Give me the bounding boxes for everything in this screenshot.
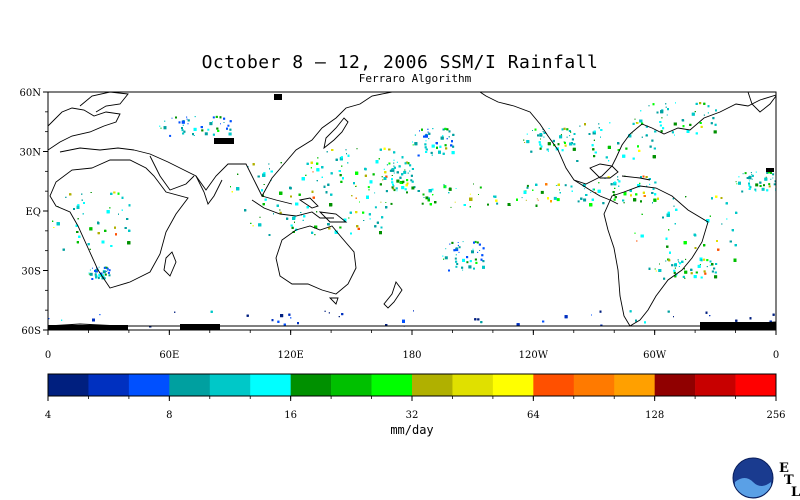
colorbar-swatch xyxy=(169,374,211,396)
coastline-africa xyxy=(49,159,189,289)
coastline-mediterranean xyxy=(59,147,135,153)
lat-tick-label: 30S xyxy=(21,267,41,278)
colorbar-tick-label: 4 xyxy=(45,410,51,421)
coastline-japan xyxy=(323,117,349,150)
colorbar-swatch xyxy=(735,374,777,396)
colorbar-tick-label: 16 xyxy=(284,410,297,421)
coastline-india xyxy=(195,175,223,205)
coastline-scandinavia xyxy=(79,92,129,113)
lat-tick-label: 60N xyxy=(20,88,42,99)
colorbar-swatch xyxy=(290,374,332,396)
map-frame-background xyxy=(48,92,776,330)
map-subtitle: Ferraro Algorithm xyxy=(358,72,472,85)
lon-tick-label: 180 xyxy=(402,350,421,361)
colorbar-swatch xyxy=(695,374,736,396)
colorbar-swatch xyxy=(48,374,89,396)
coastline-north-america xyxy=(479,92,776,185)
colorbar-swatch xyxy=(371,374,413,396)
coastline-europe xyxy=(48,107,121,151)
colorbar: 4 8 16 32 64 128 256 xyxy=(45,373,786,421)
colorbar-swatch xyxy=(250,374,291,396)
coastline-new-zealand xyxy=(383,281,403,309)
colorbar-swatch xyxy=(492,374,534,396)
lon-tick-label: 60W xyxy=(643,350,667,361)
colorbar-swatch xyxy=(88,374,130,396)
map-title: October 8 – 12, 2006 SSM/I Rainfall xyxy=(201,52,599,73)
coastline-antarctica xyxy=(48,321,776,327)
lat-tick-label: 60S xyxy=(21,326,41,337)
coastline-tasmania xyxy=(328,297,339,305)
coastline-south-america xyxy=(603,185,709,327)
noaa-logo: E T L xyxy=(732,457,800,500)
coastline-australia xyxy=(275,225,357,295)
colorbar-swatch xyxy=(452,374,494,396)
coastline-central-america xyxy=(573,179,619,205)
colorbar-swatch xyxy=(533,374,575,396)
colorbar-tick-label: 8 xyxy=(166,410,172,421)
colorbar-swatch xyxy=(128,374,170,396)
lon-tick-label: 120E xyxy=(277,350,303,361)
colorbar-swatch xyxy=(614,374,655,396)
lon-tick-label: 60E xyxy=(159,350,179,361)
colorbar-swatch xyxy=(412,374,453,396)
coastline-greenland xyxy=(747,92,776,113)
colorbar-tick-label: 64 xyxy=(527,410,540,421)
colorbar-tick-label: 32 xyxy=(406,410,419,421)
lat-tick-label: EQ xyxy=(26,207,42,218)
lon-tick-label: 0 xyxy=(45,350,51,361)
colorbar-tick-label: 128 xyxy=(645,410,664,421)
coastline-arabia xyxy=(149,155,195,191)
ice-patches xyxy=(48,94,776,330)
rainfall-layer xyxy=(48,102,776,328)
colorbar-swatch xyxy=(331,374,372,396)
coastline-madagascar xyxy=(163,251,177,277)
logo-letter-t: T xyxy=(784,473,794,488)
colorbar-units: mm/day xyxy=(390,423,434,437)
logo-letter-e: E xyxy=(779,461,789,476)
colorbar-tick-label: 256 xyxy=(766,410,785,421)
latitude-axis: 60N 30N EQ 30S 60S xyxy=(20,88,48,337)
longitude-axis: 0 60E 120E 180 120W 60W 0 xyxy=(45,330,779,361)
coastline-gulf-of-mexico xyxy=(589,163,619,179)
coastlines xyxy=(48,92,776,327)
coastline-caribbean xyxy=(621,175,651,181)
coastline-new-guinea xyxy=(318,211,348,223)
lon-tick-label: 0 xyxy=(773,350,779,361)
lat-tick-label: 30N xyxy=(20,148,42,159)
coastline-indonesia xyxy=(251,195,334,219)
colorbar-swatch xyxy=(573,374,615,396)
colorbar-swatch xyxy=(654,374,696,396)
lon-tick-label: 120W xyxy=(519,350,549,361)
logo-letter-l: L xyxy=(791,485,800,500)
colorbar-swatch xyxy=(209,374,251,396)
